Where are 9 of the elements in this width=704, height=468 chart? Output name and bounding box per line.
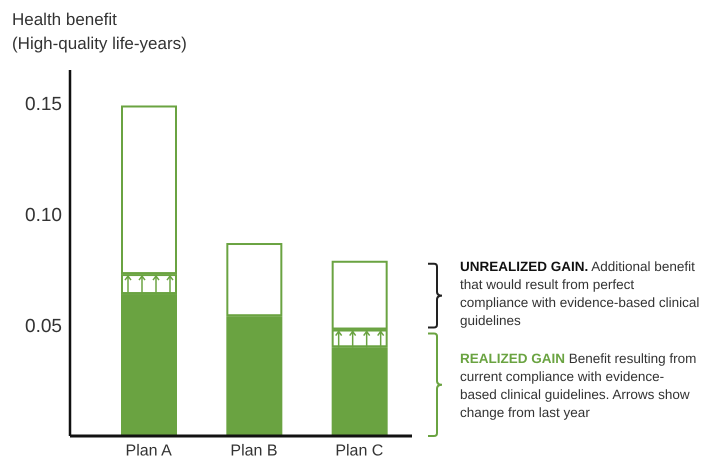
x-tick-label: Plan B [230, 442, 278, 460]
text: REALIZED GAIN [460, 351, 566, 366]
x-tick-label: Plan A [126, 442, 172, 460]
y-tick-label: 0.15 [25, 94, 62, 116]
y-tick-label: 0.10 [25, 204, 62, 226]
y-axis-title: Health benefit (High-quality life-years) [12, 9, 187, 55]
x-tick-label: Plan C [335, 442, 384, 460]
y-tick-label: 0.05 [25, 316, 62, 337]
text: UNREALIZED GAIN. [460, 259, 588, 274]
